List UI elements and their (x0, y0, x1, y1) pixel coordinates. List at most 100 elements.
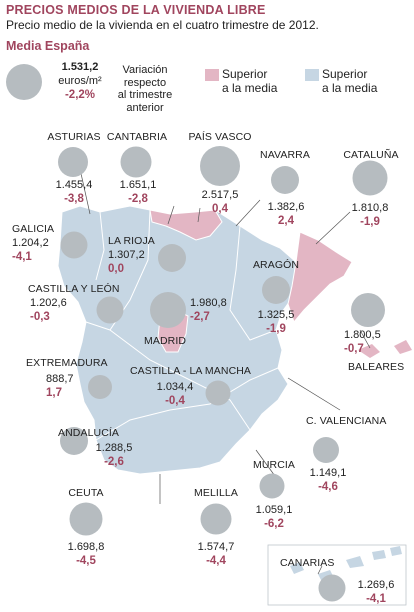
canarias-frame (267, 544, 407, 606)
region-variation: -2,7 (190, 311, 210, 323)
region-variation: -3,8 (64, 193, 84, 205)
region-variation: -1,9 (360, 216, 380, 228)
region-name: Madrid (144, 335, 187, 347)
circle-pais-vasco (200, 146, 240, 186)
label-baleares: Extremadura Baleares (348, 360, 408, 374)
circle-castilla-la-mancha (205, 380, 231, 406)
circle-asturias (58, 147, 88, 177)
circle-canarias (318, 574, 346, 602)
region-variation: -2,8 (128, 193, 148, 205)
circle-cantabria (120, 146, 152, 178)
region-price: 1.149,1 (309, 467, 347, 479)
media-espana-unit: euros/m² (58, 75, 102, 87)
legend-above: Superior a la media (222, 67, 277, 95)
region-name: Ceuta (68, 487, 104, 499)
value-c-valenciana: 1.149,1 -4,6 (300, 466, 356, 494)
value-ceuta: 1.698,8 -4,5 (56, 540, 116, 568)
label-navarra: Navarra (250, 148, 320, 162)
region-name: Castilla y León (28, 283, 120, 295)
region-price: 1.325,5 (257, 309, 295, 321)
region-variation: -4,6 (318, 481, 338, 493)
region-variation: 1,7 (46, 387, 62, 399)
circle-extremadura (88, 375, 112, 399)
land-above-baleares-2 (394, 340, 412, 354)
label-la-rioja: La Rioja 1.307,2 0,0 (108, 234, 168, 276)
region-variation: -1,9 (266, 323, 286, 335)
legend-below: Superior a la media (322, 67, 377, 95)
circle-navarra (271, 166, 299, 194)
label-murcia: Murcia (244, 458, 304, 472)
value-melilla: 1.574,7 -4,4 (186, 540, 246, 568)
label-castilla-la-mancha: Castilla - La Mancha (130, 364, 270, 378)
region-name: Cataluña (343, 149, 399, 161)
variation-note-line-1: Variación (122, 64, 168, 76)
circle-la-rioja (158, 244, 186, 272)
region-name: Melilla (194, 487, 238, 499)
region-price: 1.382,6 (267, 201, 305, 213)
value-navarra: 1.382,6 2,4 (256, 200, 316, 228)
region-price: 1.574,7 (197, 541, 235, 553)
region-price: 1.059,1 (255, 504, 293, 516)
media-espana-variation: -2,2% (64, 89, 96, 101)
value-castilla-leon: 1.202,6 -0,3 (30, 296, 90, 324)
value-asturias: 1.455,4 -3,8 (44, 178, 104, 206)
label-cataluna: Cataluña (334, 148, 408, 162)
region-name: Andalucía (58, 427, 119, 439)
region-name: Murcia (252, 459, 295, 471)
circle-madrid (150, 292, 186, 328)
label-cantabria: Cantabria (100, 130, 174, 144)
variation-note: Variación respecto al trimestre anterior (112, 64, 178, 114)
circle-galicia (60, 231, 88, 259)
variation-note-line-3: al trimestre (117, 89, 173, 101)
legend-below-line-1: Superior (322, 67, 368, 81)
region-variation: -4,4 (206, 555, 226, 567)
region-name: La Rioja (108, 235, 155, 247)
media-espana-price: 1.531,2 (61, 61, 99, 73)
circle-media-espana (6, 64, 42, 100)
value-cataluna: 1.810,8 -1,9 (340, 201, 400, 229)
label-madrid: Madrid (144, 334, 204, 348)
region-variation: -0,3 (30, 311, 50, 323)
label-melilla: Melilla (186, 486, 246, 500)
region-price: 1.034,4 (156, 381, 194, 393)
legend-above-line-2: a la media (222, 81, 278, 95)
value-castilla-la-mancha: 1.034,4 -0,4 (150, 380, 200, 408)
label-extremadura: Extremadura (26, 356, 116, 370)
circle-castilla-leon (96, 296, 124, 324)
legend-below-line-2: a la media (322, 81, 378, 95)
region-variation: -2,6 (104, 456, 124, 468)
chart-title: PRECIOS MEDIOS DE LA VIVIENDA LIBRE (6, 3, 266, 17)
region-price: 1.651,1 (119, 179, 157, 191)
region-variation: -0,4 (165, 395, 185, 407)
region-borders (85, 209, 279, 441)
label-c-valenciana: C. Valenciana (306, 414, 406, 428)
value-aragon: 1.325,5 -1,9 (246, 308, 306, 336)
value-canarias: 1.269,6 -4,1 (348, 578, 404, 606)
circle-baleares (351, 293, 385, 327)
variation-note-line-4: anterior (126, 101, 164, 114)
region-name: Aragón (252, 259, 300, 271)
circle-andalucia (60, 427, 88, 455)
region-price: 1.288,5 (95, 442, 133, 454)
region-variation: 2,4 (278, 215, 294, 227)
region-variation: -0,7 (344, 343, 364, 355)
land-above-cataluna (287, 231, 353, 324)
region-price: 1.307,2 (108, 249, 145, 261)
value-madrid: 1.980,8 -2,7 (190, 296, 250, 324)
region-price: 1.269,6 (357, 579, 395, 591)
region-name: Asturias (47, 131, 101, 143)
legend-swatch-above (205, 69, 219, 81)
region-variation: -4,1 (12, 251, 32, 263)
value-baleares: 1.800,5 -0,7 (344, 328, 404, 356)
media-espana-heading: Media España (6, 39, 90, 53)
media-espana-label: 1.531,2 euros/m² -2,2% (44, 60, 116, 102)
region-name: País Vasco (188, 131, 252, 143)
circle-aragon (262, 276, 290, 304)
region-name: Cantabria (106, 131, 168, 143)
region-price: 1.455,4 (55, 179, 93, 191)
legend-swatch-below (305, 69, 319, 81)
chart-subtitle: Precio medio de la vivienda en el cuatro… (6, 18, 319, 32)
label-ceuta: Ceuta (56, 486, 116, 500)
label-canarias: Canarias (280, 556, 360, 570)
region-name: Galicia (12, 223, 55, 235)
